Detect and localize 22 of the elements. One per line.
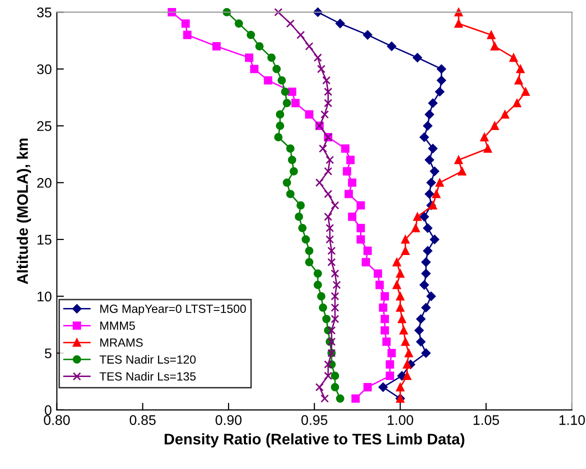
- y-axis-title: Altitude (MOLA), km: [16, 138, 31, 284]
- x-tick-label: 1.05: [474, 415, 500, 425]
- legend-label: MG MapYear=0 LTST=1500: [100, 304, 246, 316]
- x-axis-title: Density Ratio (Relative to TES Limb Data): [164, 433, 464, 448]
- x-tick-label: 0.90: [216, 415, 242, 425]
- y-tick-label: 35: [37, 8, 52, 18]
- legend-label: MMM5: [100, 322, 135, 330]
- y-tick-label: 10: [38, 292, 52, 302]
- x-tick-label: 1.10: [559, 415, 585, 425]
- legend-label: TES Nadir Ls=135: [100, 372, 196, 381]
- x-tick-label: 0.80: [44, 415, 70, 425]
- y-tick-label: 30: [37, 64, 52, 74]
- x-tick-label: 0.85: [130, 415, 156, 425]
- y-tick-label: 0: [44, 405, 52, 416]
- x-tick-label: 1.00: [388, 415, 414, 425]
- legend-label: MRAMS: [100, 338, 143, 347]
- y-tick-label: 15: [38, 234, 52, 245]
- legend-label: TES Nadir Ls=120: [100, 355, 196, 364]
- y-tick-label: 20: [37, 178, 52, 188]
- y-tick-label: 5: [44, 348, 52, 358]
- x-tick-label: 0.95: [301, 415, 328, 425]
- y-tick-label: 25: [37, 121, 52, 131]
